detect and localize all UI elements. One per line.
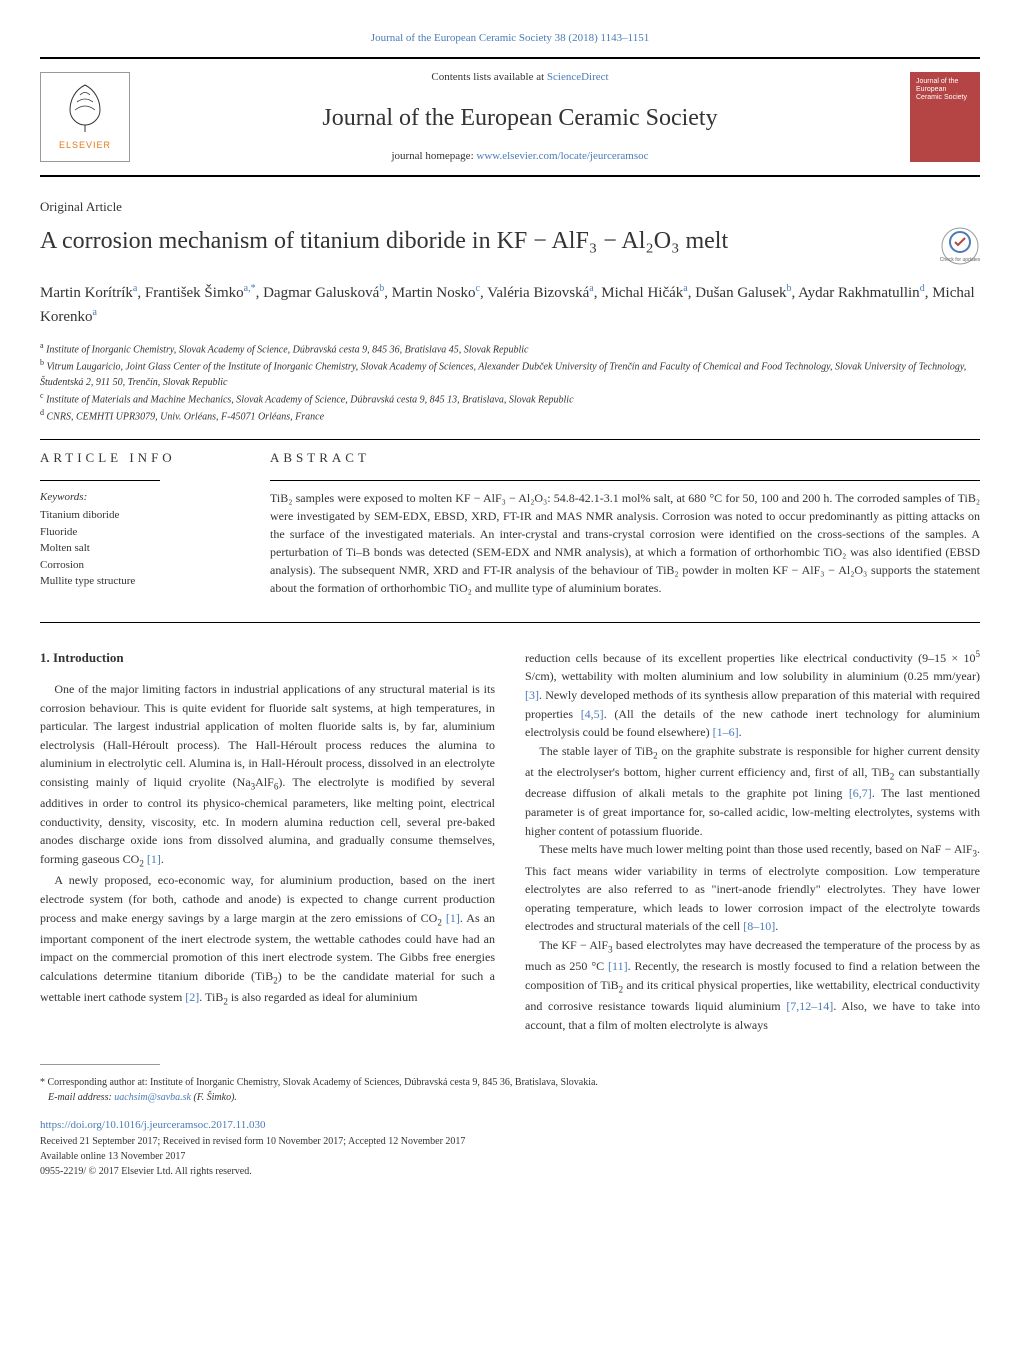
keywords-list: Titanium diboride Fluoride Molten salt C…: [40, 507, 240, 590]
body-right-column: reduction cells because of its excellent…: [525, 648, 980, 1035]
received-line: Received 21 September 2017; Received in …: [40, 1134, 980, 1149]
info-abstract-row: ARTICLE INFO Keywords: Titanium diboride…: [40, 448, 980, 597]
affiliation-a: Institute of Inorganic Chemistry, Slovak…: [46, 344, 528, 355]
cover-text: Journal of the European Ceramic Society: [916, 78, 974, 103]
header-center: Contents lists available at ScienceDirec…: [150, 69, 890, 165]
email-line: E-mail address: uachsim@savba.sk (F. Šim…: [48, 1090, 980, 1105]
affiliation-d: CNRS, CEMHTI UPR3079, Univ. Orléans, F-4…: [47, 411, 325, 422]
corresponding-author: * Corresponding author at: Institute of …: [40, 1075, 980, 1090]
journal-cover-thumbnail: Journal of the European Ceramic Society: [910, 72, 980, 162]
body-paragraph: One of the major limiting factors in ind…: [40, 680, 495, 871]
keyword: Molten salt: [40, 540, 240, 557]
journal-homepage: journal homepage: www.elsevier.com/locat…: [150, 148, 890, 165]
homepage-prefix: journal homepage:: [391, 150, 476, 162]
copyright-line: 0955-2219/ © 2017 Elsevier Ltd. All righ…: [40, 1164, 980, 1179]
svg-text:Check for updates: Check for updates: [940, 257, 980, 263]
body-paragraph: A newly proposed, eco-economic way, for …: [40, 871, 495, 1009]
body-columns: 1. Introduction One of the major limitin…: [40, 648, 980, 1035]
divider: [40, 439, 980, 440]
keyword: Fluoride: [40, 524, 240, 541]
footer: * Corresponding author at: Institute of …: [40, 1075, 980, 1179]
divider: [270, 480, 980, 481]
doi-link[interactable]: https://doi.org/10.1016/j.jeurceramsoc.2…: [40, 1119, 265, 1131]
affiliation-c: Institute of Materials and Machine Mecha…: [46, 394, 573, 405]
abstract-heading: ABSTRACT: [270, 448, 980, 468]
contents-prefix: Contents lists available at: [431, 71, 546, 83]
journal-name: Journal of the European Ceramic Society: [150, 100, 890, 136]
email-label: E-mail address:: [48, 1092, 114, 1103]
body-paragraph: reduction cells because of its excellent…: [525, 648, 980, 742]
affiliation-b: Vitrum Laugaricio, Joint Glass Center of…: [40, 362, 966, 388]
body-paragraph: These melts have much lower melting poin…: [525, 840, 980, 936]
journal-reference: Journal of the European Ceramic Society …: [40, 30, 980, 47]
intro-heading: 1. Introduction: [40, 648, 495, 668]
elsevier-logo: ELSEVIER: [40, 72, 130, 162]
header-band: ELSEVIER Contents lists available at Sci…: [40, 57, 980, 177]
homepage-link[interactable]: www.elsevier.com/locate/jeurceramsoc: [476, 150, 648, 162]
article-info-heading: ARTICLE INFO: [40, 448, 240, 468]
keywords-label: Keywords:: [40, 489, 240, 506]
body-paragraph: The KF − AlF3 based electrolytes may hav…: [525, 936, 980, 1034]
abstract-text: TiB₂ samples were exposed to molten KF −…: [270, 489, 980, 597]
corresponding-text: Corresponding author at: Institute of In…: [48, 1077, 598, 1088]
affiliations: a Institute of Inorganic Chemistry, Slov…: [40, 340, 980, 424]
divider: [40, 480, 160, 481]
abstract-column: ABSTRACT TiB₂ samples were exposed to mo…: [270, 448, 980, 597]
elsevier-text: ELSEVIER: [59, 139, 111, 153]
crossmark-icon[interactable]: Check for updates: [940, 226, 980, 266]
authors: Martin Korítríka, František Šimkoa,*, Da…: [40, 281, 980, 328]
email-link[interactable]: uachsim@savba.sk: [114, 1092, 191, 1103]
sciencedirect-link[interactable]: ScienceDirect: [547, 71, 609, 83]
available-line: Available online 13 November 2017: [40, 1149, 980, 1164]
article-title: A corrosion mechanism of titanium dibori…: [40, 226, 920, 257]
divider: [40, 622, 980, 623]
article-type: Original Article: [40, 197, 980, 217]
article-info-column: ARTICLE INFO Keywords: Titanium diboride…: [40, 448, 240, 597]
keyword: Corrosion: [40, 557, 240, 574]
body-paragraph: The stable layer of TiB2 on the graphite…: [525, 742, 980, 840]
title-row: A corrosion mechanism of titanium dibori…: [40, 226, 980, 266]
keyword: Titanium diboride: [40, 507, 240, 524]
elsevier-tree-icon: [55, 80, 115, 135]
contents-line: Contents lists available at ScienceDirec…: [150, 69, 890, 86]
email-suffix: (F. Šimko).: [191, 1092, 237, 1103]
journal-ref-link[interactable]: Journal of the European Ceramic Society …: [371, 32, 649, 44]
keyword: Mullite type structure: [40, 573, 240, 590]
footer-divider: [40, 1064, 160, 1065]
body-left-column: 1. Introduction One of the major limitin…: [40, 648, 495, 1035]
